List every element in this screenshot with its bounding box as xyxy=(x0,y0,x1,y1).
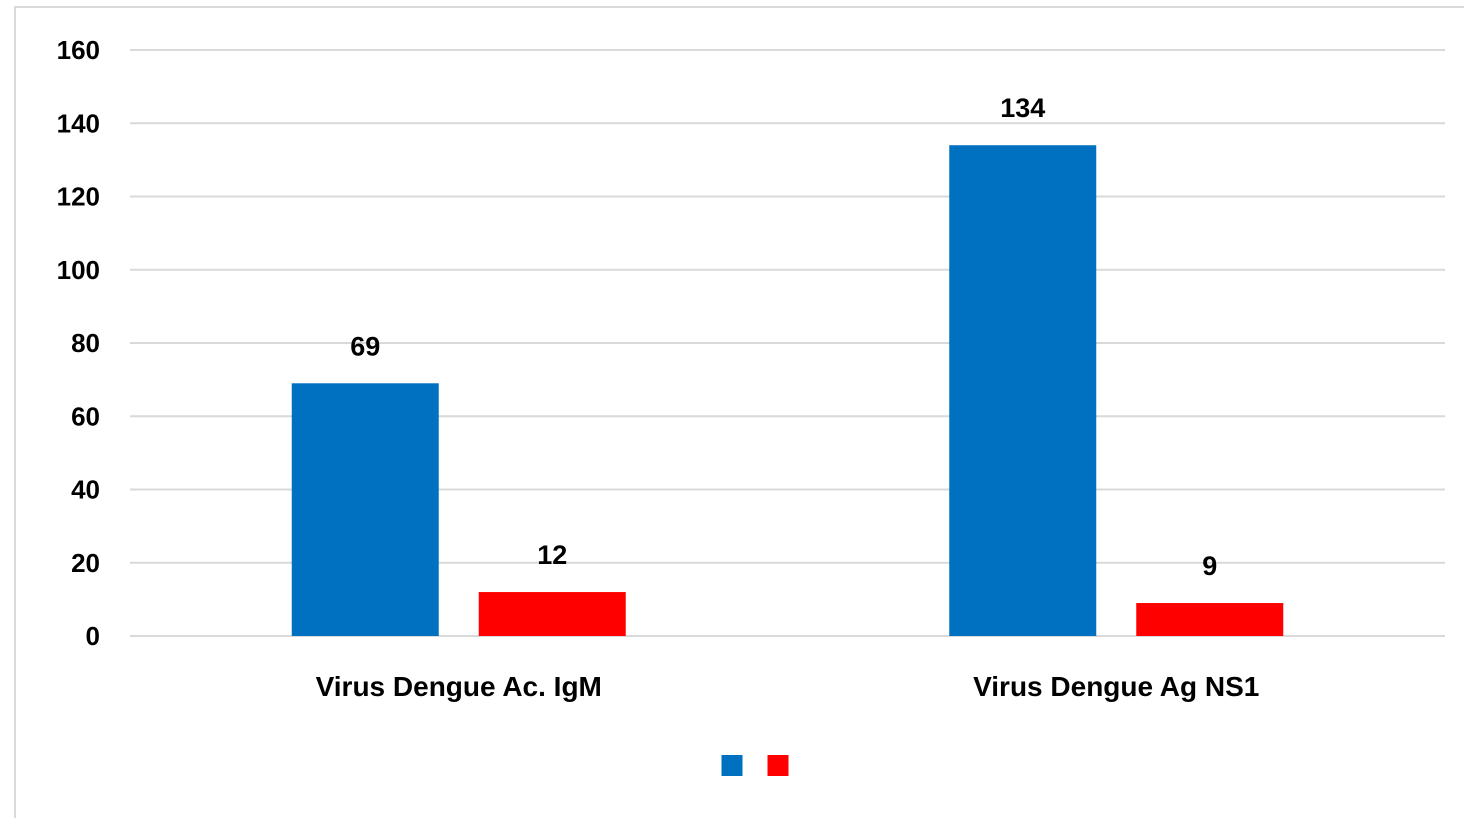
data-label: 9 xyxy=(1202,551,1217,581)
legend xyxy=(721,755,789,776)
bar-0-0 xyxy=(291,383,439,636)
y-tick-label: 120 xyxy=(57,182,100,212)
y-tick-label: 140 xyxy=(57,108,100,138)
y-axis-tick-labels: 0 20 40 60 80 100 120 140 160 xyxy=(57,35,100,651)
category-label: Virus Dengue Ag NS1 xyxy=(973,671,1259,702)
y-tick-label: 80 xyxy=(71,328,100,358)
chart-frame xyxy=(14,6,1464,818)
y-tick-label: 0 xyxy=(86,621,100,651)
data-label: 12 xyxy=(537,540,567,570)
gridlines xyxy=(130,49,1445,637)
data-label: 69 xyxy=(350,331,380,361)
data-labels: 69 12 134 9 xyxy=(350,93,1217,581)
legend-swatch-1 xyxy=(767,755,789,776)
y-tick-label: 20 xyxy=(71,548,100,578)
bar-1-1 xyxy=(1136,603,1284,636)
y-tick-label: 60 xyxy=(71,401,100,431)
y-tick-label: 160 xyxy=(57,35,100,65)
y-tick-label: 40 xyxy=(71,475,100,505)
legend-swatch-0 xyxy=(721,755,743,776)
bars xyxy=(291,145,1284,636)
bar-0-1 xyxy=(478,592,626,636)
category-label: Virus Dengue Ac. IgM xyxy=(316,671,602,702)
data-label: 134 xyxy=(1000,93,1045,123)
bar-1-0 xyxy=(949,145,1097,636)
y-tick-label: 100 xyxy=(57,255,100,285)
x-axis-category-labels: Virus Dengue Ac. IgM Virus Dengue Ag NS1 xyxy=(316,671,1260,702)
